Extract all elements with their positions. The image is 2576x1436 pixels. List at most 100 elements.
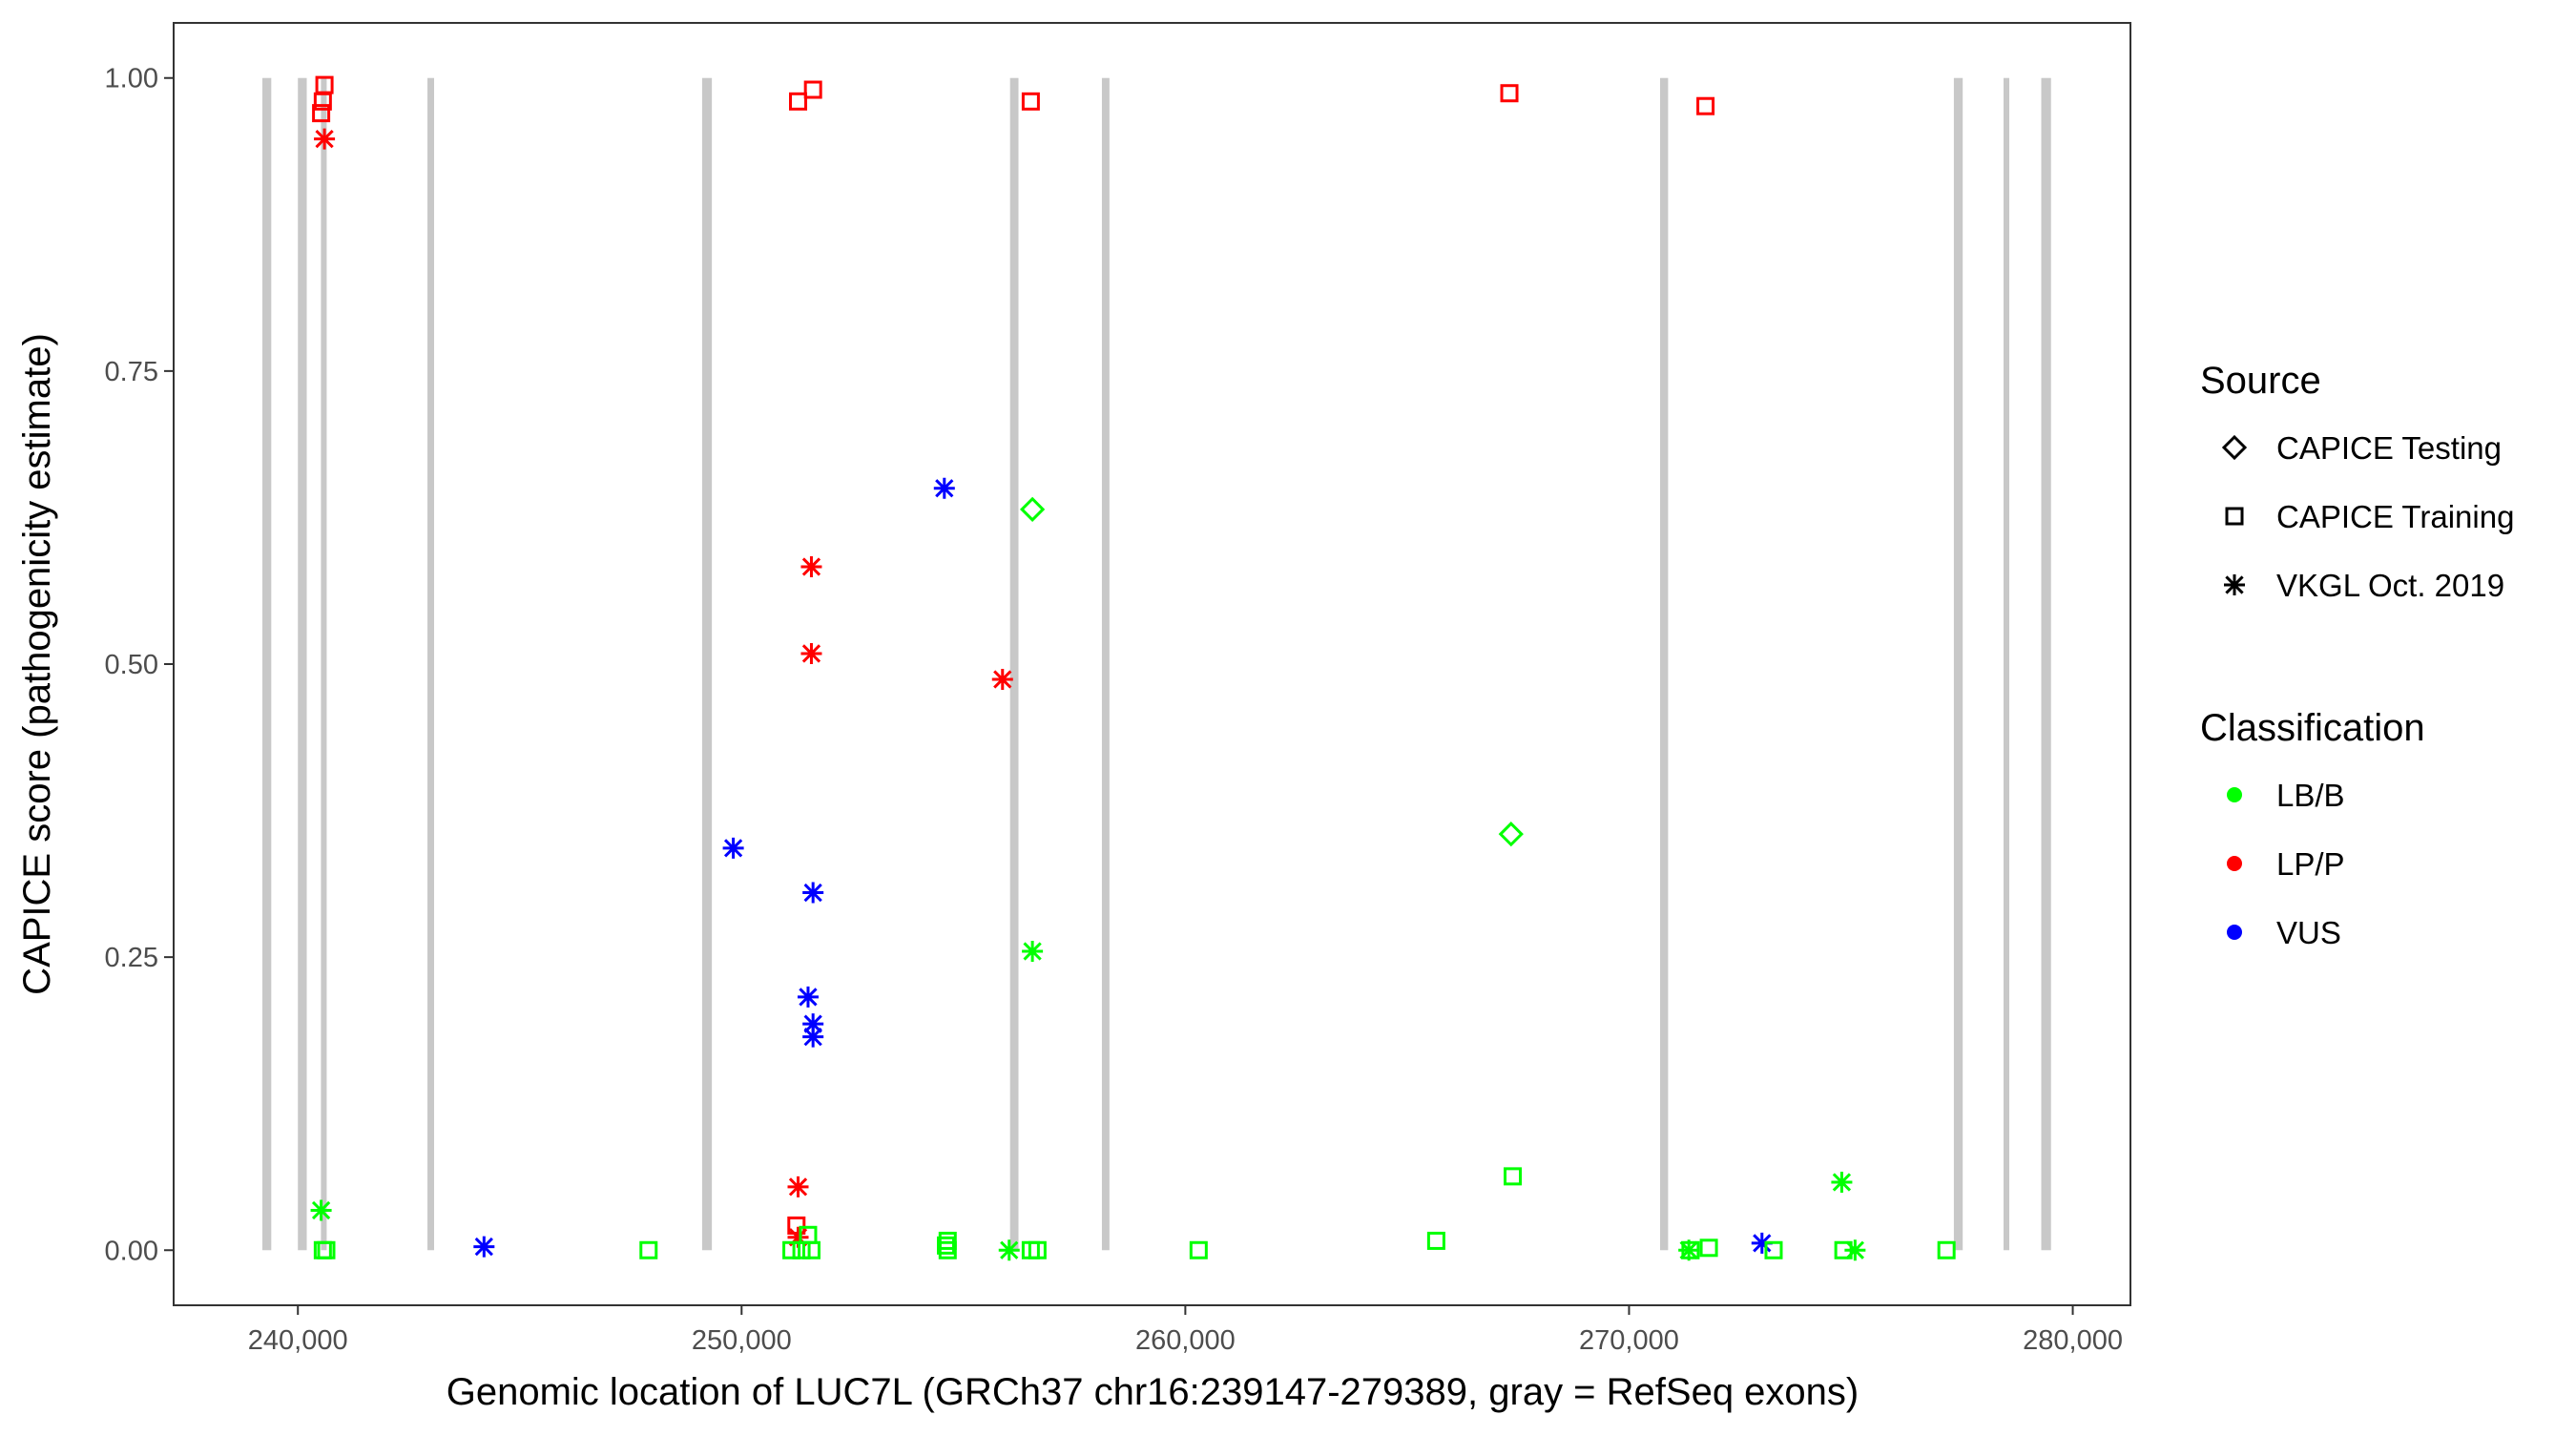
data-point [1498,822,1524,847]
data-point [1681,1240,1700,1259]
data-point [1699,1238,1718,1258]
square-marker [2225,507,2244,526]
data-point [722,837,744,859]
data-point [1021,92,1040,111]
square-marker [938,1240,957,1259]
data-point [639,1240,658,1259]
square-marker [1937,1240,1956,1259]
exon-bar [1953,77,1963,1251]
asterisk-marker [314,128,336,150]
legend: Source Classification CAPICE Testing CAPI… [2200,360,2514,950]
asterisk-marker [933,477,955,499]
legend-source-label: CAPICE Training [2276,499,2514,534]
data-point [310,1199,332,1221]
asterisk-marker [1844,1239,1866,1261]
diamond-marker [1019,496,1046,522]
data-point [313,92,332,111]
square-marker [639,1240,658,1259]
square-marker [938,1231,957,1250]
data-point [802,1026,824,1048]
asterisk-marker [1751,1232,1773,1254]
data-point [800,642,822,664]
square-marker [782,1240,801,1259]
diamond-marker [2221,434,2248,461]
square-marker [1426,1231,1445,1250]
legend-source-key [2225,507,2244,526]
data-point [1028,1240,1047,1259]
data-point [314,128,336,150]
square-marker [1696,96,1715,115]
square-marker [1504,1167,1523,1186]
data-point [789,92,808,111]
asterisk-marker [802,882,824,904]
data-point [998,1239,1020,1261]
x-tick-label: 280,000 [2023,1325,2123,1356]
exon-bar [262,77,272,1251]
legend-class-key [2227,856,2242,871]
square-marker [787,1216,806,1235]
asterisk-marker [473,1236,495,1258]
legend-class-key [2227,925,2242,940]
exon-bars [262,77,2051,1251]
legend-source-key [2224,574,2245,595]
asterisk-marker [991,668,1013,690]
data-point [473,1236,495,1258]
data-point [1426,1231,1445,1250]
data-points [310,75,1956,1261]
x-tick-label: 240,000 [248,1325,348,1356]
square-marker [1021,92,1040,111]
asterisk-marker [800,642,822,664]
exon-bar [2041,77,2051,1251]
data-point [802,882,824,904]
y-tick-label: 1.00 [105,64,158,94]
data-point [1504,1167,1523,1186]
data-point [1022,940,1044,962]
exon-bar [427,77,435,1251]
y-axis: 0.00 0.25 0.50 0.75 1.00 [105,64,174,1266]
legend-class-label: VUS [2276,915,2341,950]
square-marker [1834,1240,1853,1259]
square-marker [1500,84,1519,103]
asterisk-marker [800,556,822,578]
exon-bar [1009,77,1019,1251]
square-marker [317,1240,336,1259]
asterisk-marker [998,1239,1020,1261]
exon-bar [1101,77,1110,1251]
asterisk-marker [1678,1239,1700,1261]
data-point [787,1176,809,1197]
x-tick-label: 260,000 [1135,1325,1236,1356]
x-axis-title: Genomic location of LUC7L (GRCh37 chr16:… [447,1371,1859,1413]
square-marker [1764,1240,1783,1259]
data-point [782,1240,801,1259]
legend-source-label: CAPICE Testing [2276,430,2502,466]
data-point [1189,1240,1208,1259]
asterisk-marker [787,1226,809,1248]
legend-class-label: LB/B [2276,778,2345,813]
y-axis-title: CAPICE score (pathogenicity estimate) [16,333,58,995]
exon-bar [2003,77,2010,1251]
exon-bar [298,77,307,1251]
y-tick-label: 0.75 [105,357,158,387]
square-marker [1028,1240,1047,1259]
asterisk-marker [802,1026,824,1048]
square-marker [789,92,808,111]
legend-source-key [2221,434,2248,461]
data-point [991,668,1013,690]
square-marker [312,104,331,123]
square-marker [1699,1238,1718,1258]
legend-class-label: LP/P [2276,846,2345,882]
asterisk-marker [787,1176,809,1197]
y-tick-label: 0.50 [105,650,158,680]
plot-panel-border [173,22,2131,1306]
diamond-marker [1498,822,1524,847]
square-marker [803,80,822,99]
data-point [1751,1232,1773,1254]
square-marker [1681,1240,1700,1259]
data-point [1844,1239,1866,1261]
data-point [937,1236,956,1255]
x-axis: 240,000 250,000 260,000 270,000 280,000 [248,1305,2123,1356]
asterisk-marker [310,1199,332,1221]
data-point [799,1225,818,1244]
data-point [938,1240,957,1259]
